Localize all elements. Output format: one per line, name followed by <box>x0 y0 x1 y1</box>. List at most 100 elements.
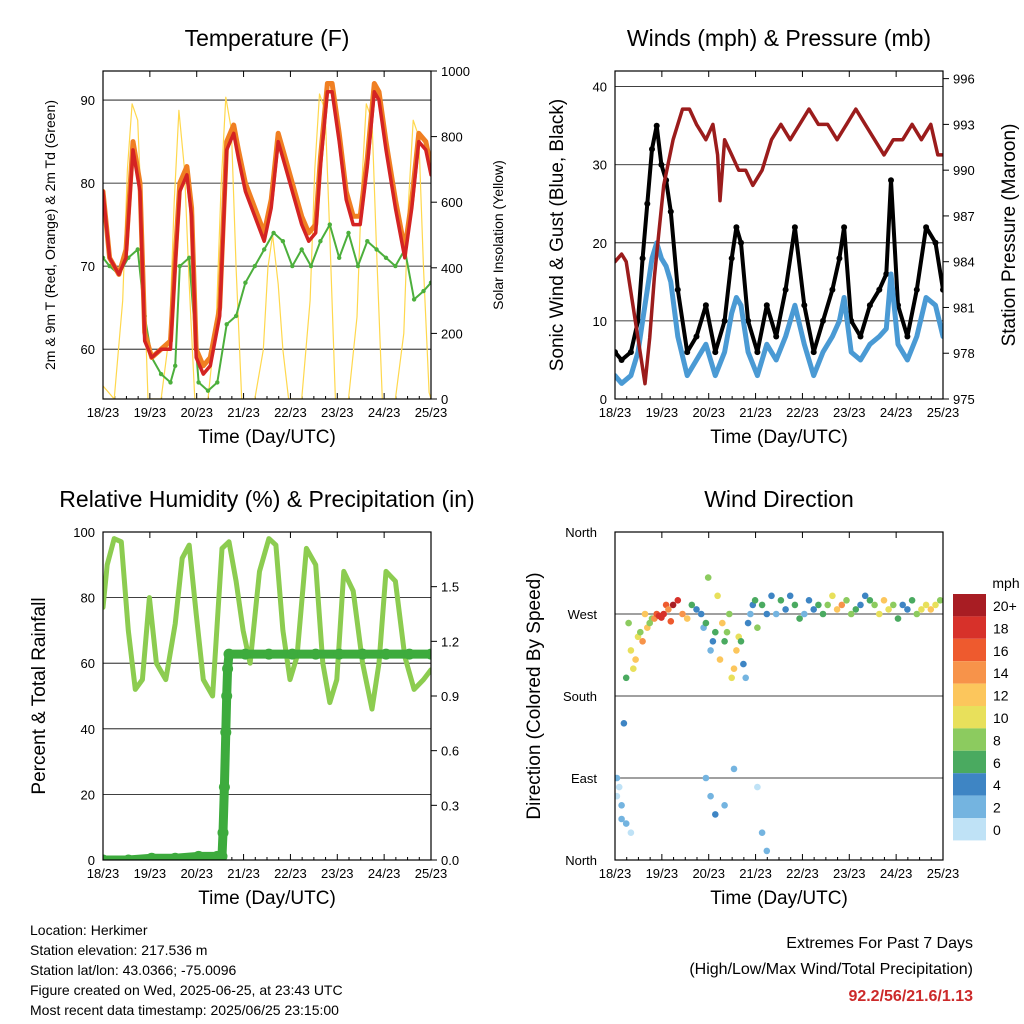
y-tick-label: 60 <box>81 342 95 357</box>
y2-tick-label: 993 <box>953 117 975 132</box>
precip-point <box>333 648 345 660</box>
y-tick-label: North <box>565 525 597 540</box>
direction-point <box>702 619 710 627</box>
series-group <box>103 81 431 399</box>
precip-point <box>380 648 392 660</box>
legend-label: 2 <box>993 800 1001 816</box>
dewpoint-line <box>103 223 431 392</box>
legend-swatch <box>953 750 986 774</box>
direction-point <box>688 601 696 609</box>
direction-point <box>733 647 740 654</box>
direction-point <box>697 610 705 618</box>
y-tick-label: 0 <box>600 392 607 407</box>
legend-swatch <box>953 795 986 818</box>
x-tick-label: 21/23 <box>739 866 772 881</box>
direction-point <box>754 783 761 791</box>
direction-point <box>742 674 749 682</box>
direction-point <box>763 610 771 618</box>
y2-tick-label: 990 <box>953 163 975 178</box>
direction-point <box>721 638 728 645</box>
direction-point <box>843 597 850 604</box>
y2-tick-label: 987 <box>953 209 975 224</box>
y-tick-label: 100 <box>73 525 95 540</box>
direction-point <box>740 660 747 668</box>
y-axis-label: Sonic Wind & Gust (Blue, Black) <box>547 99 568 371</box>
direction-point <box>707 792 714 800</box>
plot-frame <box>102 531 432 861</box>
direction-point <box>815 601 822 609</box>
y2-tick-label: 400 <box>441 261 463 276</box>
y-tick-label: 60 <box>81 656 95 671</box>
x-tick-label: 24/23 <box>368 866 401 881</box>
direction-point <box>730 765 738 773</box>
direction-point <box>852 606 860 613</box>
x-tick-label: 18/23 <box>599 866 632 881</box>
direction-point <box>918 606 925 613</box>
y-tick-label: 80 <box>81 176 95 191</box>
direction-point <box>716 656 724 663</box>
direction-point <box>861 592 869 600</box>
x-tick-label: 23/23 <box>833 405 866 420</box>
direction-point <box>847 610 855 618</box>
precip-point <box>216 850 228 860</box>
direction-point <box>730 665 738 672</box>
series-group <box>615 574 943 855</box>
x-tick-label: 24/23 <box>368 405 401 420</box>
y-tick-label: 70 <box>81 259 95 274</box>
legend-swatch <box>953 616 986 639</box>
plot-frame <box>614 70 944 400</box>
temperature-panel: 18/23 19/23 20/23 21/23 22/23 23/23 24/23 25/23… <box>42 25 506 448</box>
x-tick-label: 22/23 <box>274 405 307 420</box>
direction-point <box>714 592 721 600</box>
y2-tick-label: 0.0 <box>441 853 459 868</box>
extremes-title: Extremes For Past 7 Days <box>786 935 973 952</box>
precip-line <box>103 649 431 860</box>
direction-point <box>712 811 719 818</box>
direction-point <box>913 610 921 618</box>
direction-point <box>674 597 682 604</box>
x-tick-label: 19/23 <box>646 866 679 881</box>
direction-point <box>704 574 712 581</box>
direction-point <box>932 601 939 609</box>
direction-point <box>768 592 775 600</box>
direction-point <box>726 610 733 618</box>
precip-point <box>403 648 415 660</box>
direction-point <box>709 638 717 645</box>
x-tick-label: 21/23 <box>739 405 772 420</box>
series-group <box>615 107 943 386</box>
precip-point <box>217 827 229 839</box>
legend-label: 14 <box>993 665 1009 681</box>
direction-point <box>801 610 808 618</box>
legend-label: 12 <box>993 688 1009 704</box>
direction-point <box>747 610 754 618</box>
x-tick-label: 25/23 <box>927 866 960 881</box>
legend-label: 10 <box>993 710 1009 726</box>
direction-point <box>805 597 813 604</box>
direction-point <box>876 610 883 618</box>
legend-label: 4 <box>993 777 1001 793</box>
y-axis-label: Direction (Colored By Speed) <box>524 572 545 819</box>
legend-swatch <box>953 661 986 684</box>
humidity-line <box>103 536 431 712</box>
x-tick-label: 22/23 <box>786 405 819 420</box>
legend-swatch <box>953 638 986 662</box>
y2-tick-label: 0.3 <box>441 798 459 813</box>
x-tick-label: 20/23 <box>692 866 725 881</box>
chart-title: Temperature (F) <box>185 25 350 51</box>
wind-direction-panel: 18/23 19/23 20/23 21/23 22/23 23/23 24/23 25/23… <box>524 486 959 909</box>
chart-title: Wind Direction <box>704 486 854 512</box>
precip-point <box>169 852 181 860</box>
direction-point <box>632 656 639 663</box>
legend-swatch <box>953 773 986 796</box>
x-tick-label: 18/23 <box>87 405 120 420</box>
direction-point <box>786 592 794 600</box>
x-axis-label: Time (Day/UTC) <box>710 427 848 448</box>
y-tick-label: 40 <box>593 80 607 95</box>
precip-point <box>221 690 233 702</box>
x-axis-label: Time (Day/UTC) <box>198 427 336 448</box>
legend-swatch <box>953 706 986 729</box>
direction-point <box>857 601 864 609</box>
x-tick-label: 20/23 <box>180 866 213 881</box>
y-tick-label: 20 <box>593 236 607 251</box>
x-tick-label: 22/23 <box>786 866 819 881</box>
